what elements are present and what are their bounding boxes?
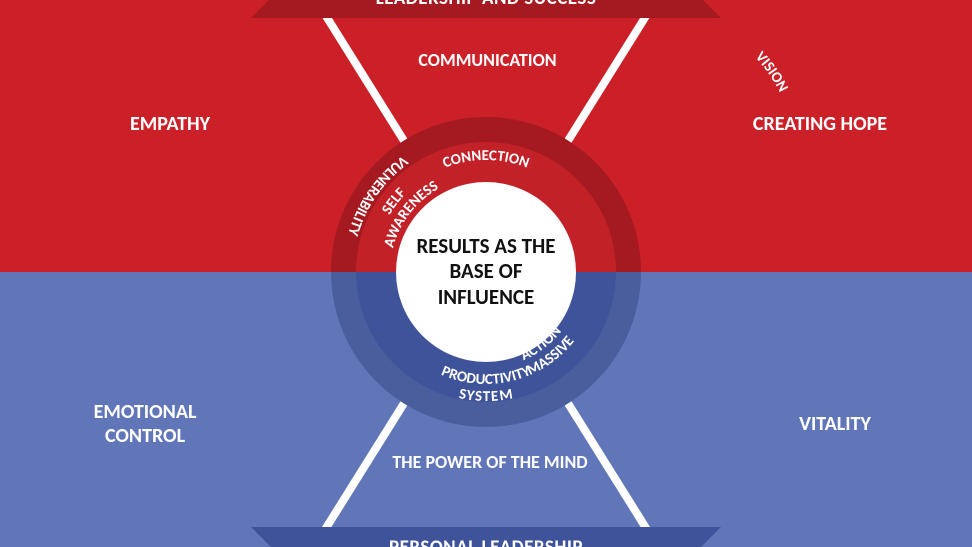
outer-label-emotional-control: EMOTIONAL CONTROL	[55, 400, 235, 448]
outer-label-vitality: VITALITY	[760, 412, 910, 436]
banner-top: LEADERSHIP AND SUCCESS	[251, 0, 721, 18]
center-circle: RESULTS AS THE BASE OF INFLUENCE	[396, 182, 576, 362]
diagram-stage: RESULTS AS THE BASE OF INFLUENCE CONNECT…	[0, 0, 972, 547]
outer-label-empathy: EMPATHY	[80, 112, 260, 136]
banner-bottom-text: PERSONAL LEADERSHIP	[251, 527, 721, 547]
banner-top-text: LEADERSHIP AND SUCCESS	[251, 0, 721, 18]
banner-bottom: PERSONAL LEADERSHIP	[251, 527, 721, 547]
outer-label-creating-hope: CREATING HOPE	[720, 112, 920, 136]
mid-label-power-of-mind: THE POWER OF THE MIND	[390, 452, 590, 474]
mid-label-communication: COMMUNICATION	[400, 50, 575, 72]
center-text: RESULTS AS THE BASE OF INFLUENCE	[406, 234, 566, 310]
